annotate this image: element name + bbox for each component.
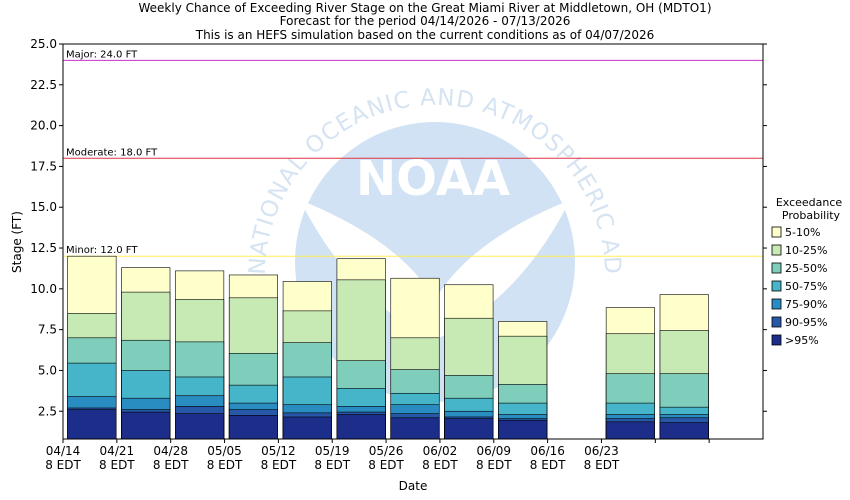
legend-swatch [771, 262, 782, 274]
bar-stacks [67, 255, 709, 440]
x-tick-label-date: 06/09 [476, 444, 511, 458]
legend-label: 75-90% [785, 298, 827, 311]
x-tick-label-tz: 8 EDT [476, 458, 512, 472]
x-tick-label-date: 05/12 [261, 444, 296, 458]
legend-label: 25-50% [785, 262, 827, 275]
bar-segment [390, 417, 440, 440]
legend: Exceedance Probability 5-10% 10-25% 25-50%… [771, 196, 843, 347]
title-line-1: Weekly Chance of Exceeding River Stage o… [139, 1, 712, 15]
x-tick-label-date: 05/26 [369, 444, 404, 458]
x-tick-label-tz: 8 EDT [584, 458, 620, 472]
y-axis: 2.5 5.0 7.5 10.0 12.5 15.0 17.5 20.0 22.5 25.0 [30, 37, 767, 418]
bar-segment [336, 414, 386, 440]
x-tick-label-tz: 8 EDT [45, 458, 81, 472]
legend-swatch [771, 316, 782, 328]
legend-swatch [771, 280, 782, 292]
y-tick-label: 20.0 [30, 119, 57, 133]
legend-title-line-2: Probability [782, 209, 841, 222]
legend-label: 90-95% [785, 316, 827, 329]
y-tick-label: 7.5 [38, 323, 57, 337]
x-tick-label-tz: 8 EDT [422, 458, 458, 472]
legend-label: >95% [785, 334, 819, 347]
title-line-2: Forecast for the period 04/14/2026 - 07/… [280, 14, 571, 28]
y-tick-label: 12.5 [30, 241, 57, 255]
bar-segment [605, 421, 655, 440]
y-axis-title: Stage (FT) [10, 211, 24, 273]
x-tick-label-tz: 8 EDT [530, 458, 566, 472]
x-tick-label-date: 04/21 [100, 444, 135, 458]
noaa-bird-icon [300, 200, 570, 340]
legend-swatch [771, 298, 782, 310]
x-tick-label-tz: 8 EDT [99, 458, 135, 472]
bar-segment [282, 416, 332, 440]
y-tick-label: 5.0 [38, 363, 57, 377]
y-tick-label: 10.0 [30, 282, 57, 296]
x-tick-label-date: 06/23 [584, 444, 619, 458]
legend-title-line-1: Exceedance [776, 196, 843, 209]
legend-label: 5-10% [785, 226, 820, 239]
y-tick-label: 25.0 [30, 37, 57, 51]
y-tick-label: 17.5 [30, 159, 57, 173]
y-tick-label: 22.5 [30, 78, 57, 92]
x-tick-label-tz: 8 EDT [314, 458, 350, 472]
legend-swatch [771, 334, 782, 346]
legend-swatch [771, 226, 782, 238]
legend-label: 10-25% [785, 244, 827, 257]
x-tick-label-date: 05/05 [207, 444, 242, 458]
bar-segment [498, 419, 548, 440]
y-tick-label: 2.5 [38, 404, 57, 418]
bar-segment [659, 422, 709, 440]
chart-title: Weekly Chance of Exceeding River Stage o… [139, 1, 712, 42]
x-tick-label-tz: 8 EDT [261, 458, 297, 472]
bar-segment [121, 411, 171, 440]
x-tick-label-date: 06/16 [530, 444, 565, 458]
title-line-3: This is an HEFS simulation based on the … [195, 28, 655, 42]
threshold-lines: Major: 24.0 FT Moderate: 18.0 FT Minor: 12… [63, 49, 763, 257]
bar-segment [175, 413, 225, 440]
x-tick-label-tz: 8 EDT [368, 458, 404, 472]
bar-segment [67, 409, 117, 440]
bar-segment [228, 415, 278, 440]
x-tick-label-tz: 8 EDT [153, 458, 189, 472]
y-tick-label: 15.0 [30, 200, 57, 214]
threshold-label: Major: 24.0 FT [66, 49, 138, 60]
threshold-label: Moderate: 18.0 FT [66, 147, 158, 158]
x-tick-label-date: 04/14 [46, 444, 81, 458]
x-tick-label-date: 05/19 [315, 444, 350, 458]
x-tick-label-date: 06/02 [423, 444, 458, 458]
plot-frame [62, 43, 764, 440]
noaa-watermark-logo: NOAA [356, 151, 510, 207]
legend-swatch [771, 244, 782, 256]
x-tick-label-tz: 8 EDT [207, 458, 243, 472]
x-tick-label-date: 04/28 [153, 444, 188, 458]
threshold-label: Minor: 12.0 FT [66, 245, 138, 256]
x-axis-title: Date [399, 479, 428, 493]
bar-segment [444, 418, 494, 440]
legend-label: 50-75% [785, 280, 827, 293]
